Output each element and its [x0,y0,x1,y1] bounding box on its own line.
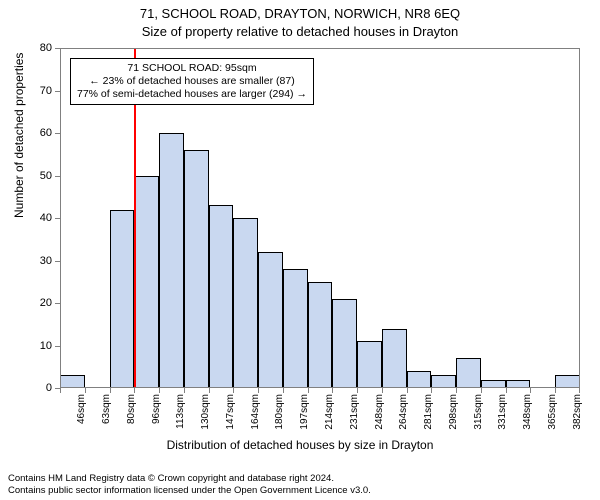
xtick-mark [506,388,507,393]
xtick-mark [431,388,432,393]
ytick-label: 60 [0,127,52,139]
histogram-bar [407,371,432,388]
histogram-bar [258,252,283,388]
footer-line-2: Contains public sector information licen… [8,485,371,496]
histogram-bar [332,299,357,388]
xtick-label: 46sqm [76,394,87,424]
xtick-mark [407,388,408,393]
xtick-label: 248sqm [374,394,385,430]
ytick-label: 70 [0,85,52,97]
x-axis-label: Distribution of detached houses by size … [0,438,600,452]
annotation-box: 71 SCHOOL ROAD: 95sqm ← 23% of detached … [70,58,314,105]
xtick-mark [110,388,111,393]
histogram-bar [159,133,184,388]
xtick-mark [258,388,259,393]
xtick-label: 113sqm [175,394,186,429]
xtick-label: 365sqm [547,394,558,430]
xtick-mark [283,388,284,393]
xtick-label: 164sqm [250,394,261,430]
xtick-mark [233,388,234,393]
xtick-mark [530,388,531,393]
xtick-mark [332,388,333,393]
xtick-label: 264sqm [398,394,409,430]
histogram-bar [308,282,333,388]
ytick-label: 40 [0,212,52,224]
xtick-mark [85,388,86,393]
chart-subtitle: Size of property relative to detached ho… [0,24,600,39]
annotation-line-1: 71 SCHOOL ROAD: 95sqm [77,62,307,75]
top-axis-line [60,48,580,49]
xtick-mark [555,388,556,393]
xtick-mark [382,388,383,393]
xtick-label: 298sqm [448,394,459,430]
histogram-bar [134,176,159,389]
histogram-bar [283,269,308,388]
histogram-bar [456,358,481,388]
xtick-label: 80sqm [126,394,137,424]
xtick-label: 214sqm [324,394,335,430]
xtick-mark [60,388,61,393]
xtick-mark [159,388,160,393]
xtick-mark [308,388,309,393]
xtick-label: 147sqm [225,394,236,430]
histogram-bar [209,205,234,388]
chart-container: 71, SCHOOL ROAD, DRAYTON, NORWICH, NR8 6… [0,0,600,500]
xtick-label: 348sqm [522,394,533,430]
ytick-label: 10 [0,340,52,352]
ytick-label: 30 [0,255,52,267]
x-axis-line [60,387,580,388]
xtick-mark [209,388,210,393]
footer-line-1: Contains HM Land Registry data © Crown c… [8,473,371,484]
xtick-label: 315sqm [473,394,484,430]
xtick-label: 331sqm [497,394,508,430]
ytick-label: 0 [0,382,52,394]
xtick-mark [184,388,185,393]
ytick-label: 20 [0,297,52,309]
xtick-label: 231sqm [349,394,360,430]
ytick-label: 50 [0,170,52,182]
histogram-bar [382,329,407,389]
xtick-label: 96sqm [151,394,162,424]
right-axis-line [579,48,580,388]
xtick-label: 382sqm [572,394,583,430]
xtick-label: 63sqm [101,394,112,424]
xtick-mark [357,388,358,393]
histogram-bar [357,341,382,388]
xtick-label: 281sqm [423,394,434,430]
annotation-line-3: 77% of semi-detached houses are larger (… [77,88,307,101]
xtick-label: 197sqm [299,394,310,430]
xtick-mark [579,388,580,393]
chart-title-address: 71, SCHOOL ROAD, DRAYTON, NORWICH, NR8 6… [0,6,600,21]
footer-attribution: Contains HM Land Registry data © Crown c… [8,473,371,496]
y-axis-line [60,48,61,388]
ytick-label: 80 [0,42,52,54]
xtick-label: 130sqm [200,394,211,430]
xtick-label: 180sqm [274,394,285,430]
histogram-bar [233,218,258,388]
xtick-mark [481,388,482,393]
histogram-bar [184,150,209,388]
xtick-mark [456,388,457,393]
histogram-bar [110,210,135,389]
xtick-mark [134,388,135,393]
annotation-line-2: ← 23% of detached houses are smaller (87… [77,75,307,88]
